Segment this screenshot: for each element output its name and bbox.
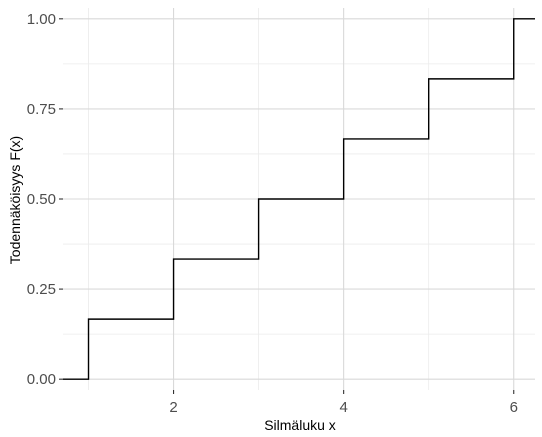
x-tick-label: 6 [510,399,518,416]
x-tick-label: 2 [169,399,177,416]
y-tick-label: 0.00 [27,371,56,388]
y-tick-label: 0.25 [27,281,56,298]
cdf-step-line [63,18,535,380]
x-tick-label: 4 [339,399,347,416]
y-tick-label: 0.75 [27,101,56,118]
series-layer [63,18,535,380]
y-axis-ticks: 0.00 0.25 0.50 0.75 1.00 [27,11,63,388]
y-tick-label: 1.00 [27,11,56,28]
x-axis-ticks: 2 4 6 [169,390,518,416]
x-axis-title: Silmäluku x [264,417,336,433]
y-tick-label: 0.50 [27,191,56,208]
y-axis-title: Todennäköisyys F(x) [7,136,23,264]
